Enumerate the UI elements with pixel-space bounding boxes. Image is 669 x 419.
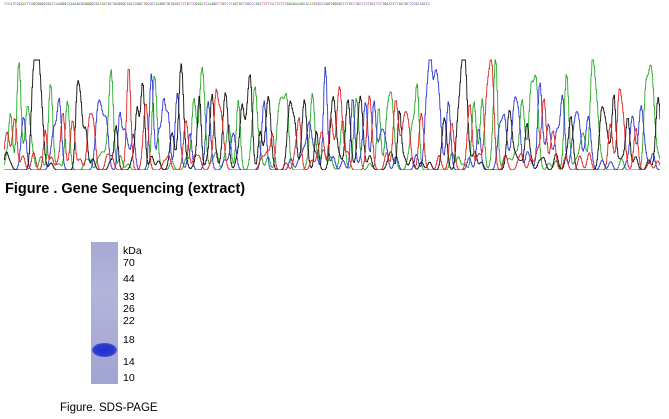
marker-label-33: 33 [123,291,135,303]
marker-label-22: 22 [123,315,135,327]
marker-label-70: 70 [123,257,135,269]
marker-label-44: 44 [123,273,135,285]
marker-label-14: 14 [123,356,135,368]
marker-label-10: 10 [123,372,135,384]
trace-c [4,59,660,170]
figure-gene-sequencing-caption: Figure . Gene Sequencing (extract) [5,181,246,197]
protein-band [92,343,117,357]
gel-lane [91,242,118,384]
sequencing-chromatogram [4,59,660,170]
trace-t [4,59,660,170]
marker-label-18: 18 [123,334,135,346]
trace-g [4,59,660,170]
trace-a [4,59,660,170]
marker-unit-label: kDa [123,245,142,257]
marker-label-26: 26 [123,303,135,315]
sequence-text-strip: TCCATCCGAATTCAGCGGGGCGATCAAGGGCAAGAGCGAG… [4,2,431,6]
figure-sds-page-caption: Figure. SDS-PAGE [60,402,158,414]
